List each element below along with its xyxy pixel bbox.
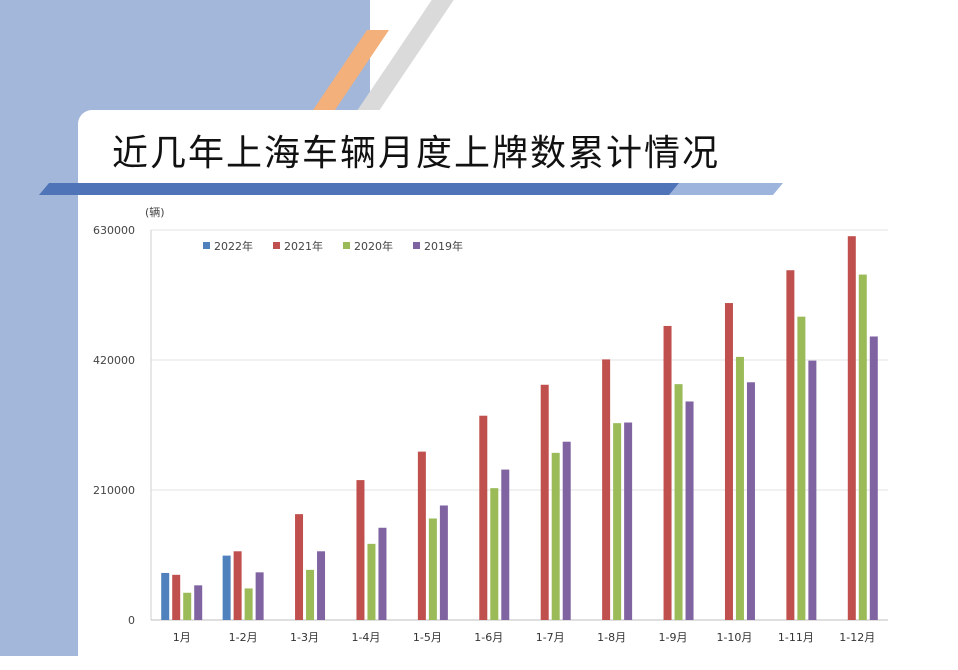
bar [685,401,694,620]
bar [540,384,549,620]
bar [479,415,488,620]
bar [858,274,867,620]
x-tick-label: 1-2月 [229,631,258,644]
bar [746,382,755,620]
x-tick-label: 1-6月 [474,631,503,644]
x-tick-label: 1-3月 [290,631,319,644]
x-tick-label: 1-12月 [839,631,875,644]
bar [194,585,203,620]
x-tick-label: 1-5月 [413,631,442,644]
bar [602,359,611,620]
bar [233,551,242,620]
bar [808,360,817,620]
bar [724,303,733,620]
legend-swatch [273,242,280,249]
bar [674,384,683,620]
legend-swatch [343,242,350,249]
bar [183,592,192,620]
x-tick-label: 1-11月 [778,631,814,644]
y-tick-label: 0 [128,614,135,627]
legend-label: 2019年 [424,239,463,253]
legend-swatch [413,242,420,249]
legend-label: 2020年 [354,239,393,253]
y-tick-label: 420000 [93,354,135,367]
bar [847,236,856,620]
x-tick-label: 1月 [173,631,191,644]
x-tick-label: 1-7月 [536,631,565,644]
bar [172,574,181,620]
x-tick-label: 1-4月 [351,631,380,644]
bar [501,469,510,620]
bar [306,569,315,620]
axes: 0 210000 420000 630000 1月 1-2月 1-3月 1-4月 1-5月 1-6… [93,224,888,644]
bar [786,270,795,620]
x-tick-label: 1-9月 [659,631,688,644]
x-tick-label: 1-10月 [716,631,752,644]
bar [356,480,365,620]
bar [490,488,499,620]
legend-label: 2021年 [284,239,323,253]
bar [562,441,571,620]
bar [161,572,170,620]
bar [869,336,878,620]
bar [295,514,304,620]
bar [624,422,633,620]
bar [428,518,437,620]
bar [378,527,387,620]
page-title: 近几年上海车辆月度上牌数累计情况 [112,133,721,174]
y-tick-label: 210000 [93,484,135,497]
bar [317,551,326,620]
bar [255,572,264,620]
bar [417,451,426,620]
bar [663,325,672,620]
x-tick-label: 1-8月 [597,631,626,644]
title-underline [38,183,784,195]
y-tick-label: 630000 [93,224,135,237]
bar [613,423,622,620]
bars [161,236,878,620]
bar [439,505,448,620]
bar [797,316,806,620]
bar [367,543,376,620]
legend: 2022年 2021年 2020年 2019年 [203,239,463,253]
legend-label: 2022年 [214,239,253,253]
grid-lines [151,229,888,621]
bar-chart: 0 210000 420000 630000 1月 1-2月 1-3月 1-4月 1-5月 1-6… [93,205,888,644]
bar [222,555,231,620]
bar [244,588,253,620]
legend-swatch [203,242,210,249]
y-unit-label: (辆) [145,205,165,219]
bar [735,356,744,620]
bar [551,452,560,620]
